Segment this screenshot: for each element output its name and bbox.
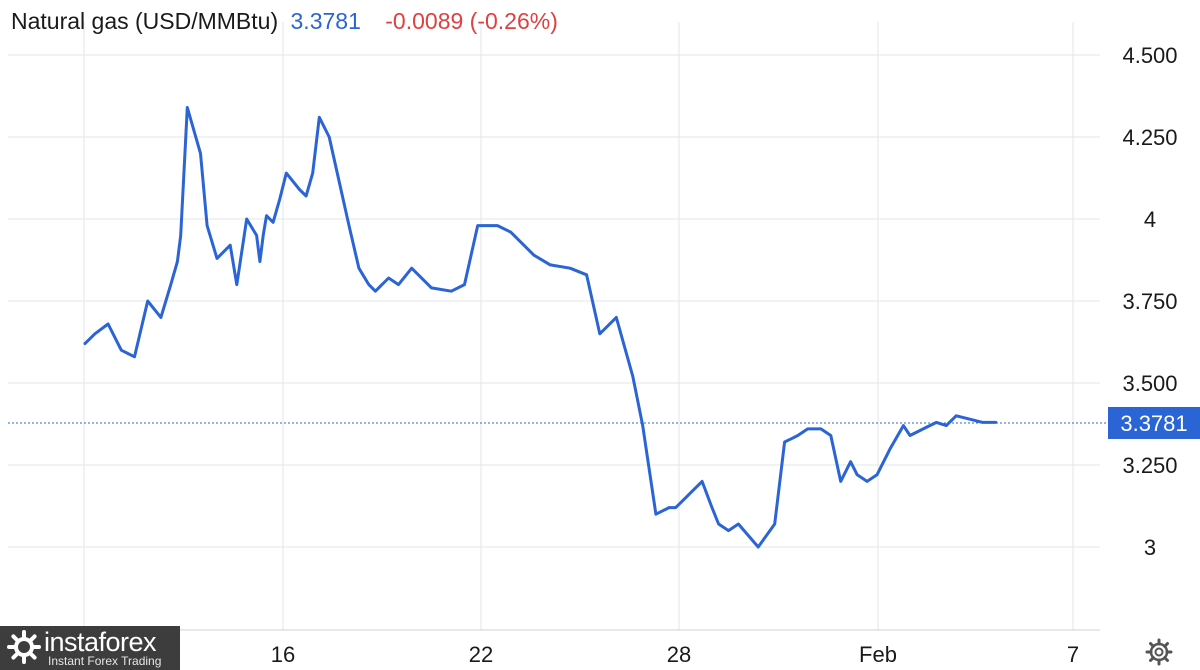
y-tick-label: 3 — [1144, 535, 1156, 560]
x-tick-label: 22 — [469, 642, 493, 667]
x-tick-label: 16 — [271, 642, 295, 667]
price-change: -0.0089 (-0.26%) — [385, 8, 558, 34]
x-tick-label: 28 — [667, 642, 691, 667]
last-price-label: 3.3781 — [1108, 406, 1200, 439]
y-tick-label: 3.500 — [1122, 371, 1177, 396]
x-tick-label: 7 — [1067, 642, 1079, 667]
brand-name: instaforex — [44, 627, 157, 657]
y-tick-label: 4.250 — [1122, 125, 1177, 150]
brand-watermark: instaforex Instant Forex Trading — [0, 626, 180, 670]
current-price: 3.3781 — [290, 8, 361, 34]
instaforex-logo-icon — [7, 630, 41, 664]
chart-grid — [8, 22, 1100, 630]
series-line — [83, 106, 998, 549]
y-tick-label: 4 — [1144, 207, 1156, 232]
gear-icon[interactable] — [1145, 638, 1173, 666]
x-tick-label: Feb — [859, 642, 897, 667]
x-axis: 16 22 28 Feb 7 — [8, 629, 1100, 667]
brand-tagline: Instant Forex Trading — [48, 654, 162, 668]
chart-header: Natural gas (USD/MMBtu) 3.3781 -0.0089 (… — [11, 8, 558, 35]
y-tick-label: 3.250 — [1122, 453, 1177, 478]
y-tick-label: 4.500 — [1122, 43, 1177, 68]
last-price-text: 3.3781 — [1120, 411, 1187, 436]
y-tick-label: 3.750 — [1122, 289, 1177, 314]
y-axis: 3 3.250 3.500 3.750 4 4.250 4.500 — [1122, 43, 1177, 560]
instrument-title: Natural gas (USD/MMBtu) — [11, 8, 279, 34]
